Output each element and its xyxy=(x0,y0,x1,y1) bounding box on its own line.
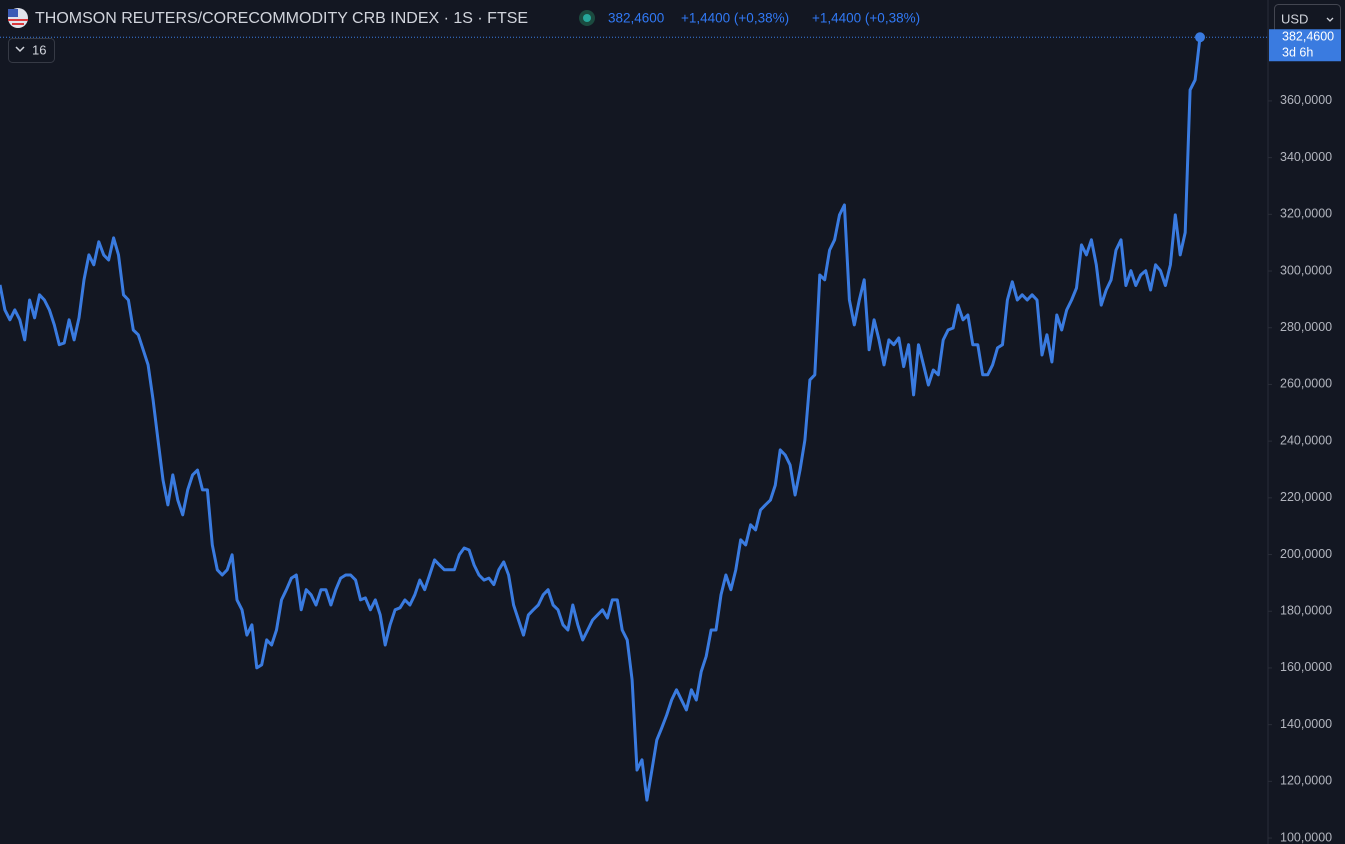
chevron xyxy=(1326,17,1334,22)
price-badge-value: 382,4600 xyxy=(1282,30,1334,44)
last-price: 382,4600 xyxy=(608,11,664,26)
y-tick-label: 100,0000 xyxy=(1280,830,1332,844)
price-change: +1,4400 (+0,38%) xyxy=(681,11,789,26)
status-dot xyxy=(583,14,591,22)
flag-canton xyxy=(8,9,18,17)
flag-stripe xyxy=(12,23,24,25)
y-tick-label: 160,0000 xyxy=(1280,660,1332,674)
indicator-toggle[interactable] xyxy=(8,38,55,63)
price-change: +1,4400 (+0,38%) xyxy=(812,11,920,26)
y-tick-label: 220,0000 xyxy=(1280,490,1332,504)
chart-title: THOMSON REUTERS/CORECOMMODITY CRB INDEX … xyxy=(35,10,528,27)
y-tick-label: 240,0000 xyxy=(1280,433,1332,447)
y-tick-label: 260,0000 xyxy=(1280,377,1332,391)
y-tick-label: 120,0000 xyxy=(1280,774,1332,788)
indicator-count: 16 xyxy=(32,42,46,57)
y-tick-label: 320,0000 xyxy=(1280,207,1332,221)
price-badge-countdown: 3d 6h xyxy=(1282,46,1313,60)
flag-stripe xyxy=(8,19,28,21)
plot-area xyxy=(0,32,1268,802)
y-tick-label: 140,0000 xyxy=(1280,717,1332,731)
price-line xyxy=(0,37,1202,802)
chevron xyxy=(15,46,25,53)
y-tick-label: 360,0000 xyxy=(1280,93,1332,107)
y-tick-label: 200,0000 xyxy=(1280,547,1332,561)
currency: USD xyxy=(1281,11,1308,26)
y-tick-label: 340,0000 xyxy=(1280,150,1332,164)
y-tick-label: 180,0000 xyxy=(1280,604,1332,618)
y-tick-label: 280,0000 xyxy=(1280,320,1332,334)
price-badge xyxy=(1269,29,1341,62)
last-point xyxy=(1195,32,1205,43)
y-tick-label: 300,0000 xyxy=(1280,263,1332,277)
